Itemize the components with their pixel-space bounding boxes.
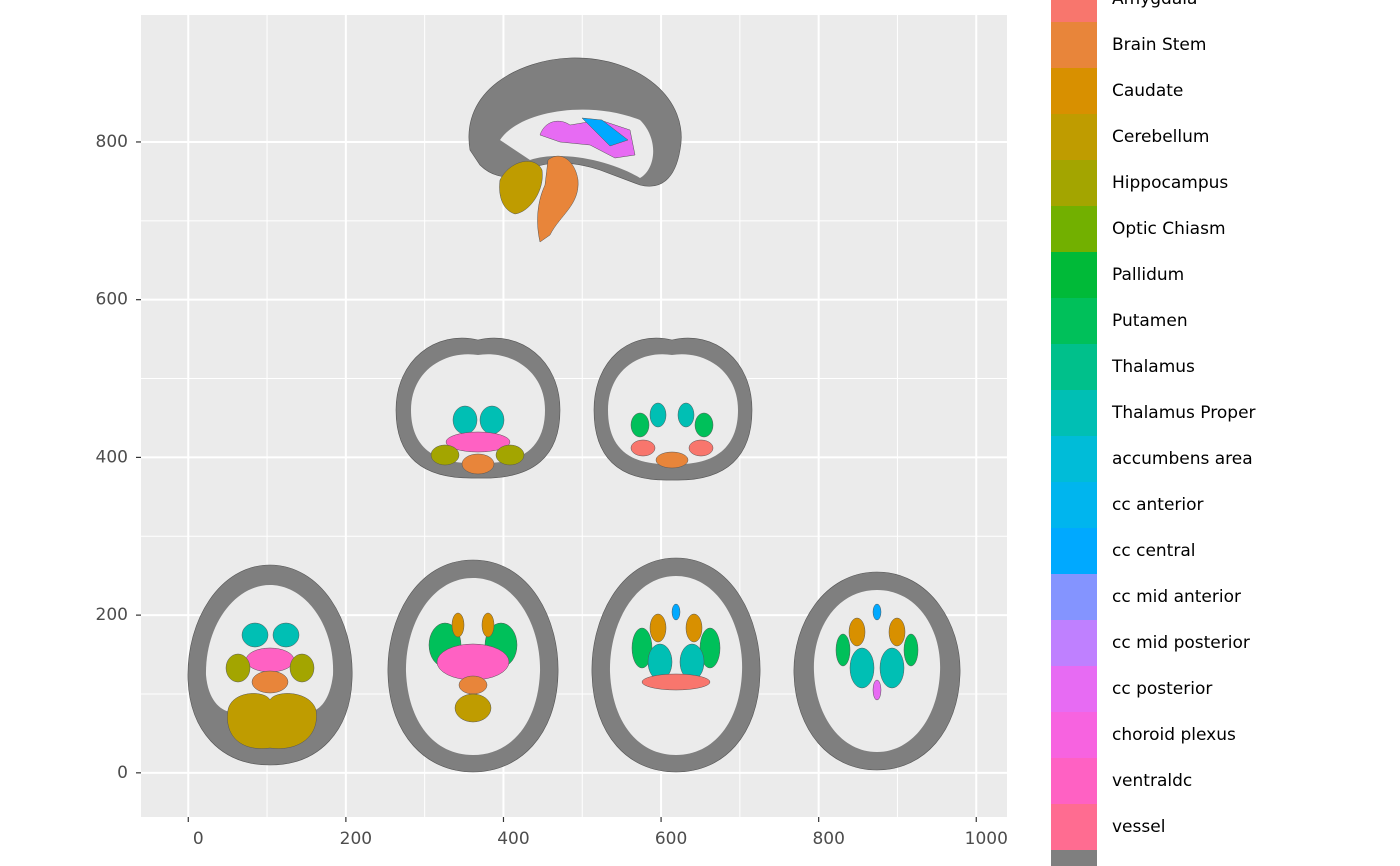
legend-label: Brain Stem — [1112, 35, 1206, 55]
brain-slices — [187, 57, 961, 773]
legend-label: Hippocampus — [1112, 173, 1228, 193]
legend-key — [1051, 344, 1097, 390]
legend-label: Pallidum — [1112, 265, 1184, 285]
legend-label: vessel — [1112, 817, 1165, 837]
legend-label: ventraldc — [1112, 771, 1192, 791]
legend-label: cc posterior — [1112, 679, 1212, 699]
legend-key — [1051, 436, 1097, 482]
x-tick-label: 1000 — [965, 829, 1008, 849]
y-tick-label: 200 — [96, 605, 128, 625]
legend-label: cc mid posterior — [1112, 633, 1250, 653]
legend-key — [1051, 758, 1097, 804]
legend-key — [1051, 206, 1097, 252]
legend-key — [1051, 850, 1097, 866]
y-tick-label: 800 — [96, 132, 128, 152]
x-tick-label: 0 — [193, 829, 204, 849]
legend-label: Thalamus Proper — [1111, 403, 1256, 423]
brain-slice — [187, 564, 353, 766]
legend-label: cc central — [1112, 541, 1195, 561]
legend-label: Thalamus — [1111, 357, 1195, 377]
legend-label: Caudate — [1112, 81, 1183, 101]
axes: 0 200 400 600 800 1000 0 200 400 600 800 — [96, 132, 1008, 849]
x-tick-label: 800 — [812, 829, 844, 849]
brain-slice — [395, 337, 561, 479]
y-tick-label: 400 — [96, 447, 128, 467]
legend: Amygdala Brain Stem Caudate Cerebellum Hippo… — [1051, 0, 1256, 866]
legend-label: accumbens area — [1112, 449, 1253, 469]
x-tick-label: 400 — [497, 829, 529, 849]
legend-label: cc anterior — [1112, 495, 1204, 515]
y-tick-label: 600 — [96, 290, 128, 310]
brain-slice — [387, 559, 559, 773]
legend-label: Cerebellum — [1112, 127, 1209, 147]
legend-key — [1051, 160, 1097, 206]
legend-label: choroid plexus — [1112, 725, 1236, 745]
legend-key — [1051, 574, 1097, 620]
legend-key — [1051, 804, 1097, 850]
legend-key — [1051, 390, 1097, 436]
legend-key — [1051, 482, 1097, 528]
legend-key — [1051, 22, 1097, 68]
legend-key — [1051, 298, 1097, 344]
legend-key — [1051, 0, 1097, 22]
legend-key — [1051, 114, 1097, 160]
legend-label: Amygdala — [1112, 0, 1197, 9]
legend-key — [1051, 528, 1097, 574]
x-tick-label: 200 — [340, 829, 372, 849]
x-tick-label: 600 — [655, 829, 687, 849]
brain-slice — [468, 57, 682, 243]
legend-label: Putamen — [1112, 311, 1188, 331]
legend-key — [1051, 712, 1097, 758]
grid — [141, 15, 1007, 817]
y-tick-label: 0 — [117, 763, 128, 783]
brain-slice — [793, 571, 961, 771]
legend-key — [1051, 620, 1097, 666]
legend-label: Optic Chiasm — [1112, 219, 1226, 239]
brain-slice — [593, 337, 753, 481]
legend-key — [1051, 252, 1097, 298]
brain-slice — [591, 557, 761, 773]
legend-label: cc mid anterior — [1112, 587, 1241, 607]
legend-key — [1051, 68, 1097, 114]
legend-key — [1051, 666, 1097, 712]
